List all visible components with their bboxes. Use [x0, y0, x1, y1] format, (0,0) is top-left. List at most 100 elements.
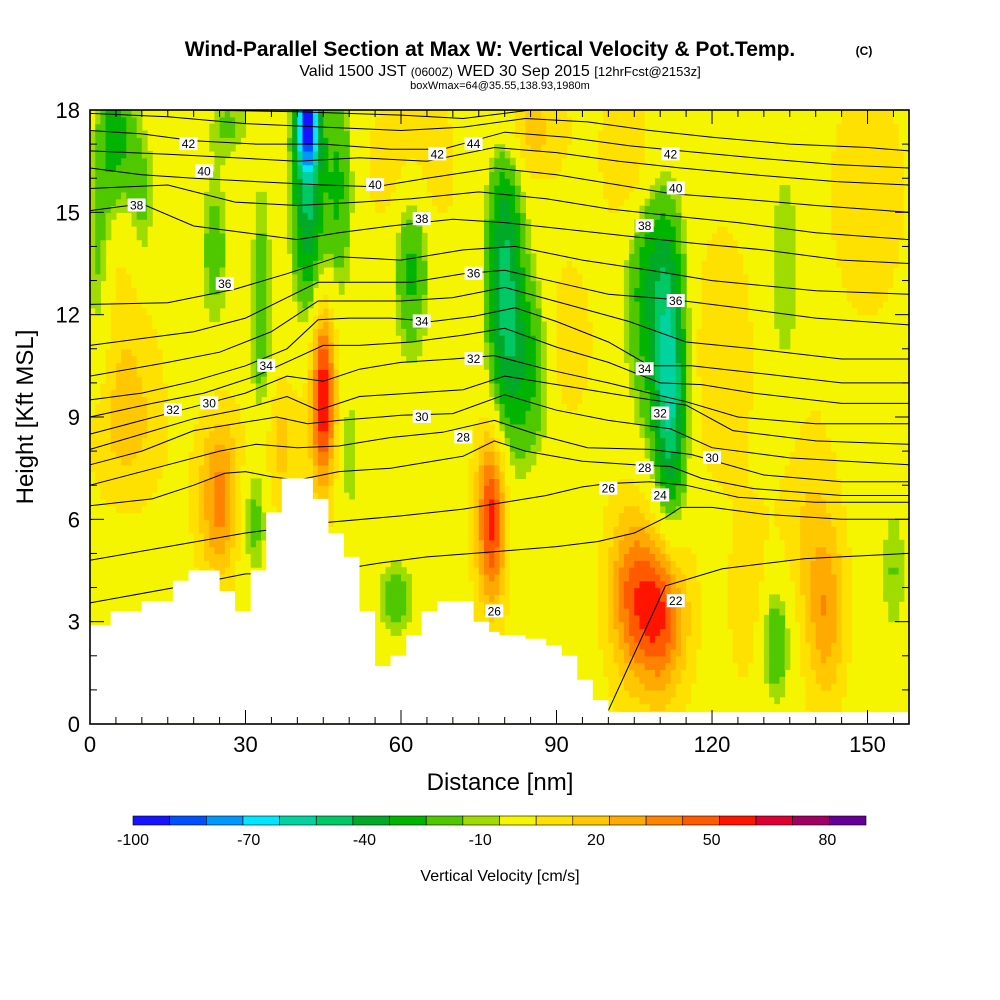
w-cell [862, 689, 869, 698]
w-cell [312, 457, 319, 466]
w-cell [836, 532, 843, 541]
w-cell [318, 423, 324, 432]
w-cell [883, 546, 889, 555]
w-cell [655, 532, 661, 541]
w-cell [235, 457, 241, 466]
w-cell [603, 457, 609, 466]
w-cell [592, 655, 599, 664]
w-cell [318, 417, 324, 425]
w-cell [126, 526, 133, 534]
w-cell [680, 635, 687, 643]
w-cell [613, 621, 620, 630]
w-cell [634, 498, 641, 507]
w-cell [862, 444, 869, 452]
w-cell [634, 580, 641, 589]
w-cell [147, 573, 153, 582]
w-cell [670, 485, 677, 493]
w-cell [655, 608, 661, 616]
w-cell [789, 457, 796, 466]
w-cell [717, 669, 723, 677]
w-cell [478, 567, 485, 575]
w-cell [463, 505, 469, 514]
w-cell [110, 430, 117, 439]
w-cell [655, 648, 661, 657]
w-cell [592, 601, 599, 609]
w-cell [717, 601, 723, 609]
w-cell [758, 498, 765, 507]
w-cell [722, 655, 729, 664]
w-cell [618, 573, 625, 582]
w-cell [556, 417, 563, 425]
w-cell [846, 485, 853, 493]
w-cell [613, 464, 620, 473]
w-cell [204, 526, 210, 534]
w-cell [582, 614, 589, 623]
w-cell [862, 676, 869, 684]
w-cell [722, 642, 729, 650]
w-cell [577, 417, 584, 425]
w-cell [613, 608, 620, 616]
w-cell [675, 655, 682, 664]
w-cell [608, 498, 615, 507]
w-cell [717, 485, 723, 493]
w-cell [831, 492, 838, 500]
w-cell [629, 526, 635, 534]
w-cell [618, 498, 625, 507]
w-cell [178, 478, 184, 486]
w-cell [307, 444, 314, 452]
w-cell [592, 430, 599, 439]
w-cell [805, 587, 812, 595]
w-cell [851, 512, 858, 520]
w-cell [126, 498, 133, 507]
w-cell [323, 430, 330, 439]
w-cell [769, 498, 775, 507]
w-cell [597, 648, 604, 657]
w-cell [597, 526, 604, 534]
w-cell [385, 594, 392, 602]
w-cell [722, 696, 729, 705]
w-cell [566, 451, 573, 459]
w-cell [841, 539, 848, 548]
w-cell [592, 683, 599, 691]
w-cell [774, 498, 781, 507]
w-cell [784, 457, 791, 466]
w-cell [504, 553, 511, 561]
w-cell [224, 423, 231, 432]
w-cell [815, 539, 822, 548]
w-cell [333, 444, 340, 452]
w-cell [670, 444, 677, 452]
w-cell [483, 546, 490, 555]
w-cell [655, 594, 661, 602]
w-cell [789, 498, 796, 507]
w-cell [592, 512, 599, 520]
w-cell [597, 573, 604, 582]
w-cell [820, 539, 827, 548]
w-cell [447, 505, 454, 514]
w-cell [748, 621, 755, 630]
w-cell [748, 437, 755, 445]
w-cell [587, 553, 594, 561]
w-cell [105, 437, 112, 445]
w-cell [224, 485, 231, 493]
w-cell [224, 512, 231, 520]
w-cell [266, 464, 273, 473]
w-cell [183, 519, 190, 527]
w-cell [198, 498, 205, 507]
w-cell [131, 444, 138, 452]
w-cell [489, 594, 495, 602]
w-cell [675, 492, 682, 500]
w-cell [95, 532, 101, 541]
w-cell [90, 526, 96, 534]
w-cell [712, 594, 718, 602]
w-cell [660, 553, 666, 561]
w-cell [100, 573, 107, 582]
w-cell [90, 498, 96, 507]
w-cell [504, 417, 511, 425]
w-cell [644, 587, 651, 595]
w-cell [494, 498, 501, 507]
w-cell [831, 573, 838, 582]
w-cell [95, 485, 101, 493]
w-cell [597, 689, 604, 698]
w-cell [753, 621, 760, 630]
w-cell [810, 512, 817, 520]
